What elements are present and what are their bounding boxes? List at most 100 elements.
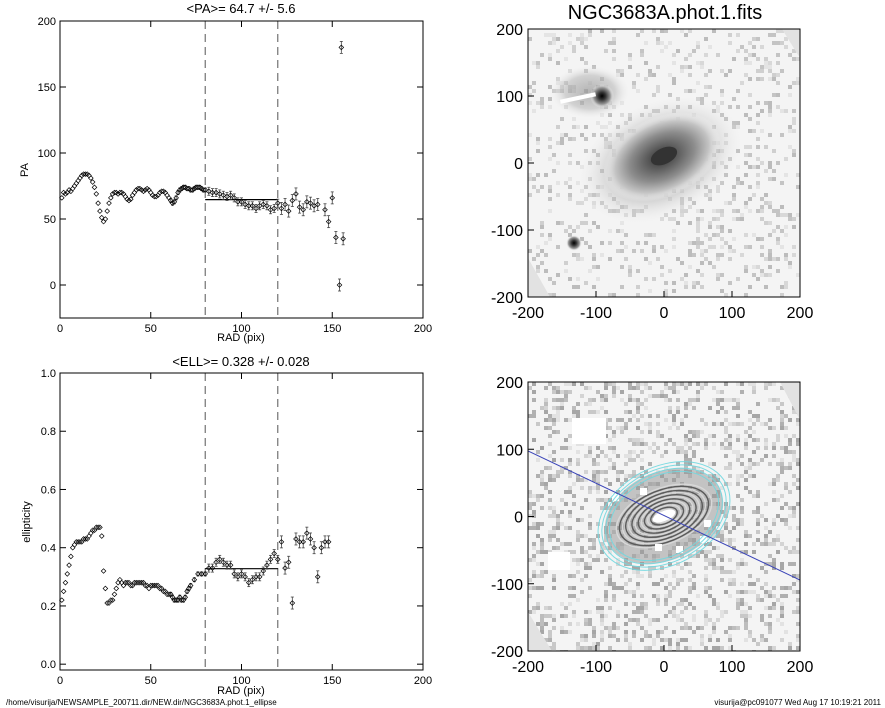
noise-pixel [736,105,740,109]
noise-pixel [608,418,612,422]
noise-pixel [796,638,800,642]
noise-pixel [788,265,792,269]
noise-pixel [552,41,556,45]
outer-isophote [608,470,720,562]
noise-pixel [596,606,600,610]
noise-pixel [744,57,748,61]
noise-pixel [708,69,712,73]
noise-pixel [536,574,540,578]
noise-pixel [556,518,560,522]
data-point [102,585,109,592]
x-tick-label: 100 [719,305,746,322]
noise-pixel [684,606,688,610]
noise-pixel [748,197,752,201]
noise-pixel [752,438,756,442]
data-point [93,191,100,197]
noise-pixel [728,538,732,542]
noise-pixel [792,610,796,614]
noise-pixel [592,630,596,634]
noise-pixel [712,442,716,446]
data-point [206,565,212,571]
data-point [124,579,130,586]
noise-pixel [608,41,612,45]
isophote-contour [640,500,688,532]
noise-pixel [628,273,632,277]
noise-pixel [780,133,784,137]
noise-pixel [712,630,716,634]
noise-pixel [556,390,560,394]
noise-pixel [680,277,684,281]
noise-pixel [776,478,780,482]
data-point [111,189,118,196]
noise-pixel [544,402,548,406]
noise-pixel [576,534,580,538]
masked-region [548,552,570,570]
noise-pixel [784,173,788,177]
noise-pixel [756,518,760,522]
noise-pixel [684,285,688,289]
noise-pixel [596,474,600,478]
noise-pixel [680,626,684,630]
noise-pixel [736,478,740,482]
noise-pixel [592,646,596,650]
noise-pixel [688,402,692,406]
noise-pixel [712,386,716,390]
noise-pixel [720,530,724,534]
noise-pixel [684,458,688,462]
noise-pixel [556,61,560,65]
noise-pixel [684,382,688,386]
data-point [62,579,69,586]
noise-pixel [676,398,680,402]
noise-pixel [596,610,600,614]
noise-pixel [616,474,620,478]
noise-pixel [540,225,544,229]
noise-pixel [716,209,720,213]
noise-pixel [708,618,712,622]
noise-pixel [776,225,780,229]
noise-pixel [768,398,772,402]
noise-pixel [584,37,588,41]
noise-pixel [532,390,536,394]
noise-pixel [788,217,792,221]
noise-pixel [708,562,712,566]
image-blank-corner [528,258,550,297]
noise-pixel [760,65,764,69]
noise-pixel [716,390,720,394]
noise-pixel [640,458,644,462]
noise-pixel [752,193,756,197]
noise-pixel [748,53,752,57]
noise-pixel [776,618,780,622]
noise-pixel [720,554,724,558]
noise-pixel [576,257,580,261]
noise-pixel [752,450,756,454]
noise-pixel [712,546,716,550]
noise-pixel [696,626,700,630]
noise-pixel [712,646,716,650]
noise-pixel [756,181,760,185]
noise-pixel [796,486,800,490]
noise-pixel [768,542,772,546]
noise-pixel [600,506,604,510]
noise-pixel [724,630,728,634]
noise-pixel [708,462,712,466]
noise-pixel [556,49,560,53]
noise-pixel [752,462,756,466]
noise-pixel [696,394,700,398]
noise-pixel [732,185,736,189]
noise-pixel [748,466,752,470]
noise-pixel [664,45,668,49]
noise-pixel [672,586,676,590]
noise-pixel [548,638,552,642]
noise-pixel [628,398,632,402]
noise-pixel [764,57,768,61]
noise-pixel [556,221,560,225]
noise-pixel [592,398,596,402]
noise-pixel [600,398,604,402]
noise-pixel [788,462,792,466]
noise-pixel [540,626,544,630]
noise-pixel [588,454,592,458]
noise-pixel [628,386,632,390]
noise-pixel [760,634,764,638]
noise-pixel [768,177,772,181]
noise-pixel [780,422,784,426]
